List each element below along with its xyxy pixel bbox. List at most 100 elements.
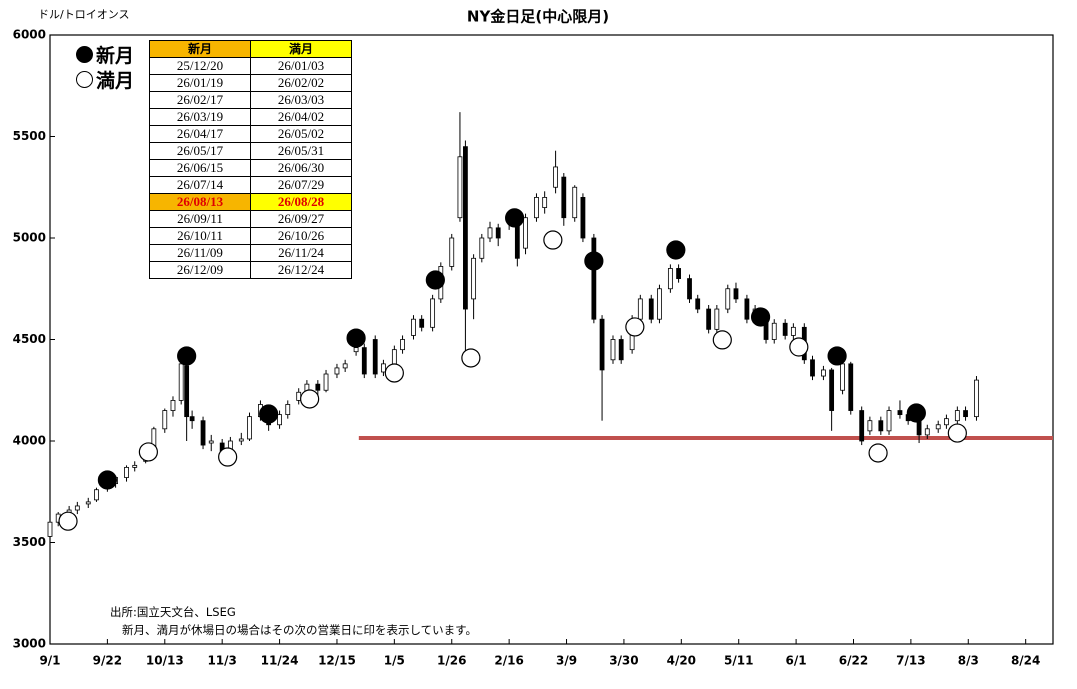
table-cell: 26/01/19 [149, 74, 251, 92]
candle-body [208, 440, 214, 444]
table-cell: 26/05/31 [250, 142, 352, 160]
candle-body [238, 438, 244, 442]
candle-body [178, 363, 184, 401]
moon-marker [868, 443, 888, 463]
table-row: 26/06/15 26/06/30 [149, 159, 352, 177]
table-cell: 26/04/02 [250, 108, 352, 126]
table-cell: 26/05/17 [149, 142, 251, 160]
footnote: 新月、満月が休場日の場合はその次の営業日に印を表示しています。 [122, 623, 478, 637]
candle-body [542, 196, 548, 208]
x-tick-label: 2/16 [494, 654, 523, 668]
x-tick-label: 3/9 [556, 654, 577, 668]
table-cell: 26/10/11 [149, 227, 251, 245]
table-cell: 26/01/03 [250, 57, 352, 75]
candle-body [400, 339, 405, 351]
candle-body [411, 318, 416, 336]
candle-body [372, 339, 378, 375]
candle-body [430, 298, 436, 328]
candle-body [323, 373, 329, 391]
candle-body [706, 308, 712, 330]
candle-body [184, 365, 190, 418]
x-tick-label: 6/1 [786, 654, 807, 668]
candle-body [523, 217, 528, 249]
moon-marker [461, 348, 481, 368]
candle-body [74, 505, 80, 511]
table-cell: 26/02/17 [149, 91, 251, 109]
y-tick-label: 3500 [13, 535, 46, 549]
candle-body [132, 464, 138, 468]
candle-body [419, 318, 425, 328]
candle-body [648, 298, 654, 320]
candle-body [676, 268, 681, 280]
candle-body [471, 257, 477, 300]
table-row: 26/12/09 26/12/24 [149, 261, 352, 279]
moon-marker [543, 230, 563, 250]
table-cell: 26/12/09 [149, 261, 251, 279]
table-header: 新月 [149, 40, 251, 58]
legend-swatch [76, 46, 93, 63]
candle-body [580, 196, 586, 239]
table-cell: 26/07/14 [149, 176, 251, 194]
plot: 3000 3500 4000 4500 5000 5500 6000 9/1 9/22 10/13… [13, 28, 1053, 668]
candle-body [315, 383, 321, 391]
candle-body [285, 404, 291, 416]
candle-body [667, 268, 673, 290]
candle-body [848, 363, 854, 411]
candle-body [810, 359, 815, 377]
moon-marker [218, 447, 238, 467]
candle-body [561, 176, 567, 219]
table-cell: 26/05/02 [250, 125, 352, 143]
candle-body [391, 349, 397, 365]
candle-body [47, 521, 53, 537]
x-tick-label: 11/3 [207, 654, 236, 668]
moon-marker [138, 442, 158, 462]
candle-body [744, 298, 750, 320]
y-tick-label: 4500 [13, 332, 46, 346]
candle-body [897, 410, 903, 416]
candle-body [610, 339, 616, 361]
candle-body [277, 414, 282, 426]
candle-body [954, 410, 960, 422]
candle-body [695, 298, 701, 310]
table-row: 26/01/19 26/02/02 [149, 74, 352, 92]
table-cell: 26/09/11 [149, 210, 251, 228]
table-cell: 26/10/26 [250, 227, 352, 245]
moon-marker [666, 240, 686, 260]
table-row: 26/02/17 26/03/03 [149, 91, 352, 109]
candle-body [782, 322, 788, 336]
x-tick-label: 9/1 [39, 654, 60, 668]
candle-body [944, 418, 949, 426]
candle-body [353, 347, 359, 353]
x-tick-label: 6/22 [839, 654, 868, 668]
table-cell: 26/06/30 [250, 159, 352, 177]
x-tick-label: 12/15 [318, 654, 356, 668]
moon-marker [177, 346, 197, 366]
table-row: 26/05/17 26/05/31 [149, 142, 352, 160]
candle-body [247, 416, 252, 440]
moon-marker [584, 251, 604, 271]
candle-body [457, 156, 463, 219]
table-cell: 26/06/15 [149, 159, 251, 177]
legend-item: 満月 [76, 69, 134, 94]
moon-marker [750, 307, 771, 327]
table-cell: 26/07/29 [250, 176, 352, 194]
table-cell: 26/12/24 [250, 261, 352, 279]
table-cell: 26/02/02 [250, 74, 352, 92]
candle-body [553, 166, 558, 188]
moon-marker [425, 270, 445, 290]
candle-body [599, 318, 605, 371]
y-tick-label: 4000 [13, 434, 46, 448]
chart-title: NY金日足(中心限月) [467, 8, 609, 26]
moon-marker [505, 208, 525, 228]
candle-body [771, 322, 777, 340]
table-row: 26/09/11 26/09/27 [149, 210, 352, 228]
legend-item: 新月 [76, 44, 134, 69]
moon-marker [827, 346, 847, 366]
table-cell: 26/08/13 [149, 193, 251, 211]
moon-table: 新月 満月 25/12/20 26/01/03 26/01/19 26/02/02 26/0… [149, 40, 352, 279]
candle-body [487, 227, 493, 239]
candle-body [916, 420, 922, 436]
x-tick-label: 11/24 [261, 654, 299, 668]
table-cell: 26/08/28 [250, 193, 352, 211]
